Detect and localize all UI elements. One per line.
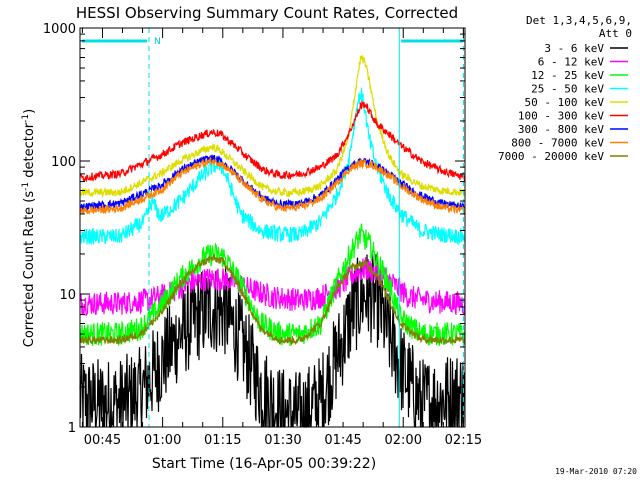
y-tick-label: 1	[68, 421, 76, 436]
legend-label-8: 7000 - 20000 keV	[498, 150, 604, 163]
x-axis-label: Start Time (16-Apr-05 00:39:22)	[152, 456, 376, 472]
legend-label-0: 3 - 6 keV	[544, 42, 604, 55]
legend-label-5: 100 - 300 keV	[518, 110, 604, 123]
legend-label-6: 300 - 800 keV	[518, 123, 604, 136]
series-line-8	[79, 253, 466, 346]
x-tick-label: 01:15	[204, 433, 241, 448]
series-layer	[79, 55, 466, 429]
x-tick-label: 01:30	[264, 433, 301, 448]
x-axis: 00:45 01:00 01:15 01:30 01:45 02:00 02:15	[81, 28, 482, 448]
x-tick-label: 01:00	[144, 433, 181, 448]
y-axis: 1 10 100 1000	[43, 22, 465, 436]
series-line-4	[79, 55, 465, 199]
legend-header-1: Det 1,3,4,5,6,9,	[526, 14, 632, 27]
legend-header-2: Att 0	[599, 27, 632, 40]
series-line-5	[79, 99, 466, 183]
y-axis-label: Corrected Count Rate (s-1 detector-1)	[21, 109, 37, 347]
chart-title: HESSI Observing Summary Count Rates, Cor…	[76, 4, 458, 22]
y-tick-label: 100	[51, 155, 76, 170]
x-tick-label: 00:45	[84, 433, 121, 448]
x-tick-label: 01:45	[324, 433, 361, 448]
series-line-3	[79, 87, 466, 246]
marker-layer: N	[82, 28, 464, 427]
footer-timestamp: 19-Mar-2010 07:20	[555, 467, 637, 476]
legend-label-1: 6 - 12 keV	[538, 56, 605, 69]
x-tick-label: 02:15	[445, 433, 482, 448]
legend-label-4: 50 - 100 keV	[525, 96, 605, 109]
x-tick-label: 02:00	[385, 433, 422, 448]
series-line-6	[79, 154, 466, 213]
y-tick-label: 10	[59, 288, 76, 303]
series-line-0	[79, 252, 466, 429]
y-tick-label: 1000	[43, 22, 76, 37]
series-line-1	[79, 257, 466, 317]
legend-label-3: 25 - 50 keV	[531, 83, 604, 96]
saa-flag-label: N	[154, 37, 161, 47]
plot-frame	[79, 27, 466, 428]
legend-label-7: 800 - 7000 keV	[511, 137, 604, 150]
legend-label-2: 12 - 25 keV	[531, 69, 604, 82]
series-line-7	[79, 156, 466, 216]
